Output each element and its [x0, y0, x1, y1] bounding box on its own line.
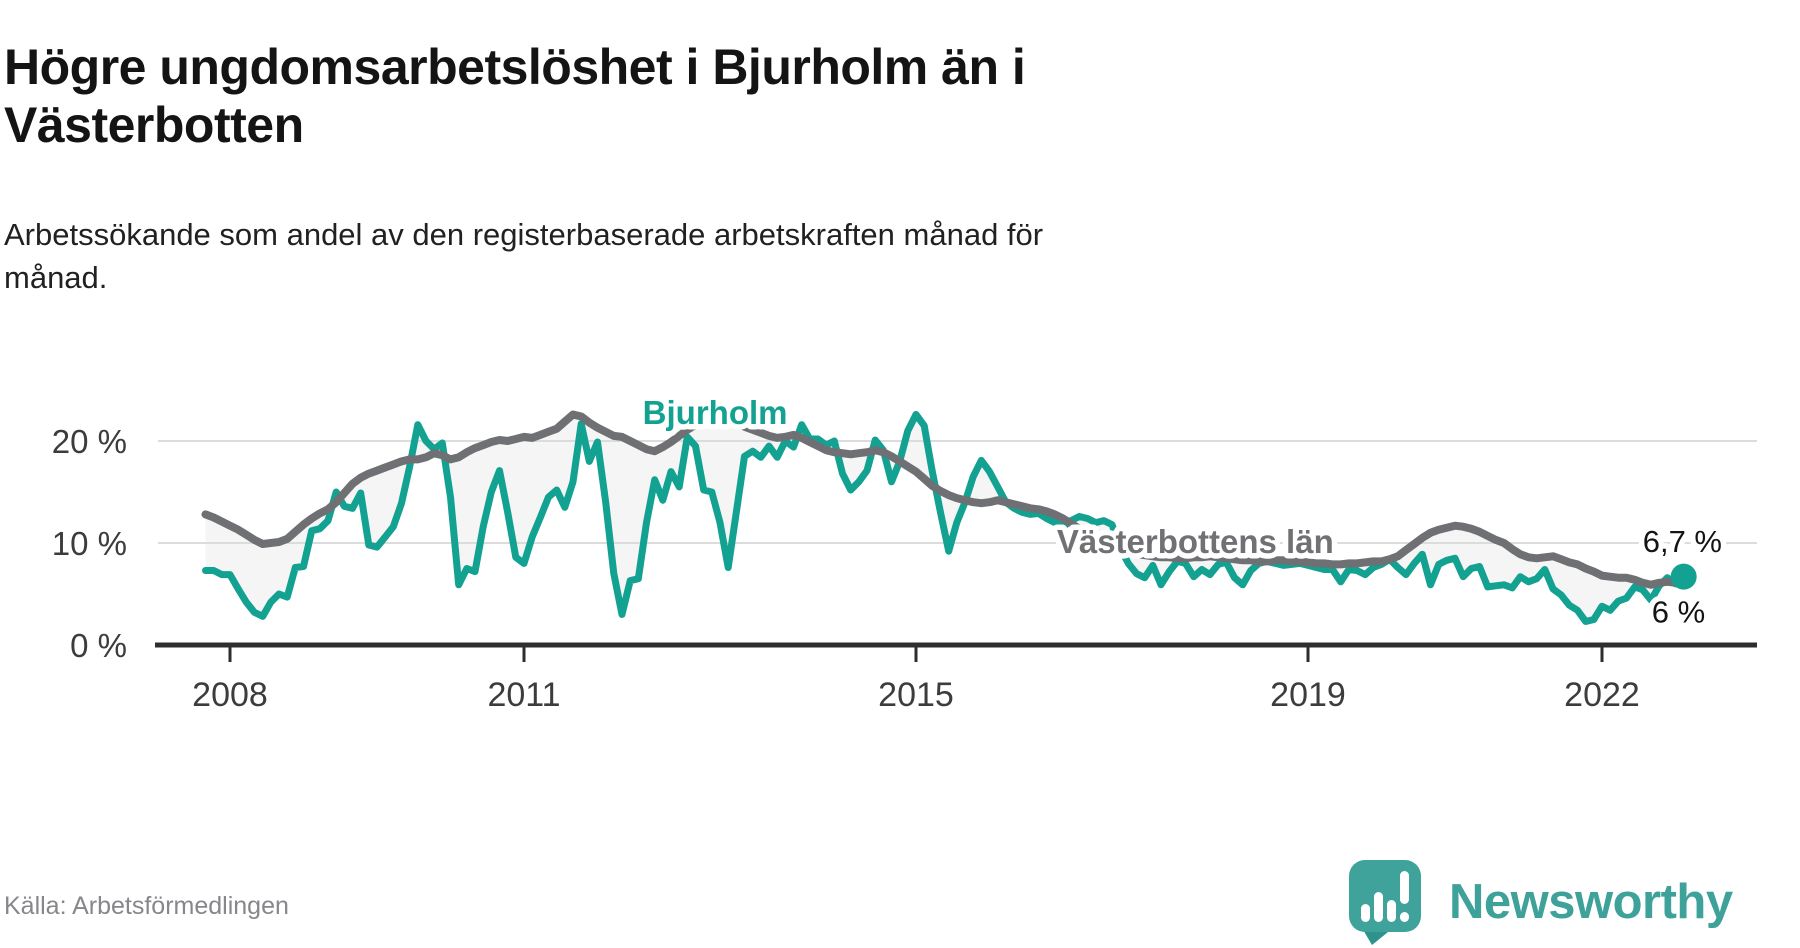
logo-exclamation-bar	[1400, 871, 1409, 904]
x-tick-label-2022: 2022	[1564, 676, 1640, 714]
y-tick-label-0: 0 %	[70, 627, 127, 664]
source-note: Källa: Arbetsförmedlingen	[4, 892, 289, 920]
end-label-vasterbotten: 6 %	[1652, 594, 1705, 629]
logo-bar-2	[1374, 892, 1383, 922]
label-vasterbotten: Västerbottens län	[1057, 523, 1334, 560]
series-end-dot-bjurholm	[1670, 563, 1697, 590]
chart-subtitle: Arbetssökande som andel av den registerb…	[4, 213, 1504, 300]
page-title-line2: Västerbotten	[4, 96, 304, 153]
y-tick-label-20: 20 %	[52, 423, 127, 460]
newsworthy-logo-icon	[1349, 860, 1421, 945]
logo-bar-1	[1361, 904, 1370, 922]
x-tick-label-2015: 2015	[878, 676, 954, 714]
page-title-line1: Högre ungdomsarbetslöshet i Bjurholm än …	[4, 38, 1026, 95]
x-tick-label-2008: 2008	[192, 676, 268, 714]
page-title: Högre ungdomsarbetslöshet i Bjurholm än …	[4, 38, 1774, 154]
logo-speech-tail	[1362, 928, 1393, 945]
x-tick-label-2011: 2011	[487, 676, 560, 714]
logo-exclamation-dot	[1400, 912, 1409, 922]
chart-subtitle-line2: månad.	[4, 260, 108, 296]
logo-bar-3	[1387, 900, 1396, 922]
x-tick-label-2019: 2019	[1270, 676, 1346, 714]
series-line-bjurholm	[202, 411, 1688, 625]
chart-subtitle-line1: Arbetssökande som andel av den registerb…	[4, 217, 1044, 252]
series-line-vasterbottens-lan	[201, 410, 1688, 589]
y-tick-label-10: 10 %	[52, 525, 127, 562]
end-label-bjurholm: 6,7 %	[1643, 524, 1722, 559]
logo-bubble	[1349, 860, 1421, 932]
newsworthy-wordmark: Newsworthy	[1449, 875, 1733, 929]
label-bjurholm: Bjurholm	[643, 394, 788, 431]
